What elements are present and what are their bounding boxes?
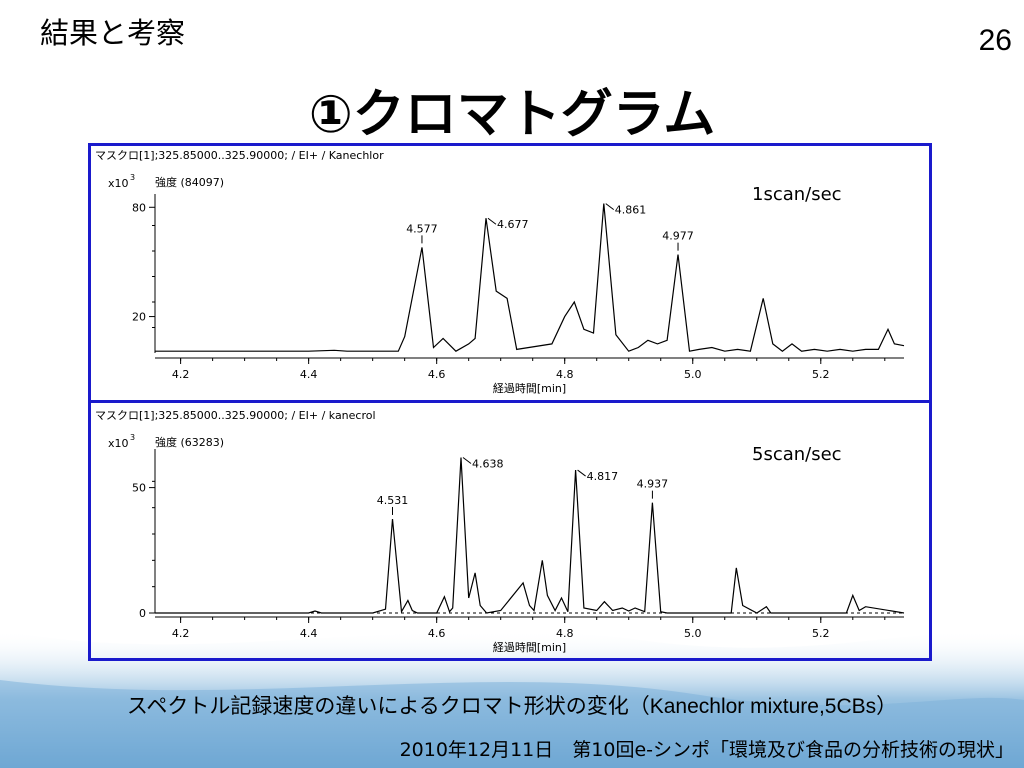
- chart2-header-text: マスクロ[1];325.85000..325.90000; / EI+ / ka…: [95, 409, 376, 422]
- chart1-y-tick-label-1: 20: [132, 311, 146, 324]
- chart2-peak-leader-2: [577, 469, 586, 477]
- chart2-peak-label-2: 4.817: [587, 470, 619, 483]
- chart-divider: [88, 400, 932, 403]
- chart1-x-tick-label-4: 5.0: [684, 368, 702, 381]
- caption-english: Kanechlor mixture,5CBs）: [649, 695, 898, 718]
- chart2-x-tick-label-5: 5.2: [812, 627, 830, 640]
- chart2-x-tick-label-2: 4.6: [428, 627, 446, 640]
- chart1-y-tick-label-0: 80: [132, 201, 146, 214]
- chart2-y-multiplier-exponent: 3: [130, 433, 135, 442]
- chart1-x-axis-label: 経過時間[min]: [493, 382, 566, 395]
- chart1-peak-label-1: 4.677: [497, 218, 529, 231]
- chart1-x-tick-label-2: 4.6: [428, 368, 446, 381]
- chart1-x-tick-label-5: 5.2: [812, 368, 830, 381]
- chart1-y-multiplier: x10: [108, 177, 129, 190]
- chart2-y-tick-label-0: 50: [132, 482, 146, 495]
- chart1-peak-leader-2: [605, 203, 615, 211]
- chart2-intensity-label: 強度 (63283): [155, 435, 224, 449]
- chart1-x-tick-label-1: 4.4: [300, 368, 318, 381]
- chart1-x-tick-label-3: 4.8: [556, 368, 574, 381]
- chart2-x-axis-label: 経過時間[min]: [493, 641, 566, 654]
- chart2-x-tick-label-3: 4.8: [556, 627, 574, 640]
- page-number: 26: [978, 24, 1012, 57]
- footer-text: 2010年12月11日 第10回e-シンポ「環境及び食品の分析技術の現状」: [399, 739, 1014, 761]
- chart2-trace-series-0: [155, 457, 905, 614]
- slide-title: ①クロマトグラム: [308, 85, 716, 145]
- chart2-peak-label-0: 4.531: [377, 494, 409, 507]
- background-wave: [0, 630, 1024, 768]
- header-title: 結果と考察: [40, 16, 186, 50]
- chart2-peak-label-1: 4.638: [472, 458, 504, 471]
- chart1-peak-label-2: 4.861: [615, 204, 647, 217]
- chart1-x-tick-label-0: 4.2: [172, 368, 190, 381]
- chart2-peak-label-3: 4.937: [637, 478, 669, 491]
- chart2-peak-leader-1: [462, 457, 472, 464]
- chart1-trace-series-0: [155, 203, 905, 352]
- chart1-intensity-label: 強度 (84097): [155, 175, 224, 189]
- chart1-scan-rate-label: 1scan/sec: [752, 184, 842, 205]
- chart2-x-tick-label-1: 4.4: [300, 627, 318, 640]
- chart2-x-tick-label-4: 5.0: [684, 627, 702, 640]
- chart2-y-tick-label-1: 0: [139, 607, 146, 620]
- chart1-header-text: マスクロ[1];325.85000..325.90000; / EI+ / Ka…: [95, 149, 384, 162]
- chart1-peak-label-3: 4.977: [662, 230, 694, 243]
- slide-caption: スペクトル記録速度の違いによるクロマト形状の変化（Kanechlor mixtu…: [0, 690, 1024, 720]
- chart1-peak-leader-1: [487, 217, 497, 225]
- chart2-y-multiplier: x10: [108, 437, 129, 450]
- chart1-y-multiplier-exponent: 3: [130, 173, 135, 182]
- chart1-peak-label-0: 4.577: [406, 222, 438, 235]
- caption-japanese: スペクトル記録速度の違いによるクロマト形状の変化（: [126, 694, 650, 718]
- chart2-x-tick-label-0: 4.2: [172, 627, 190, 640]
- chart2-scan-rate-label: 5scan/sec: [752, 444, 842, 465]
